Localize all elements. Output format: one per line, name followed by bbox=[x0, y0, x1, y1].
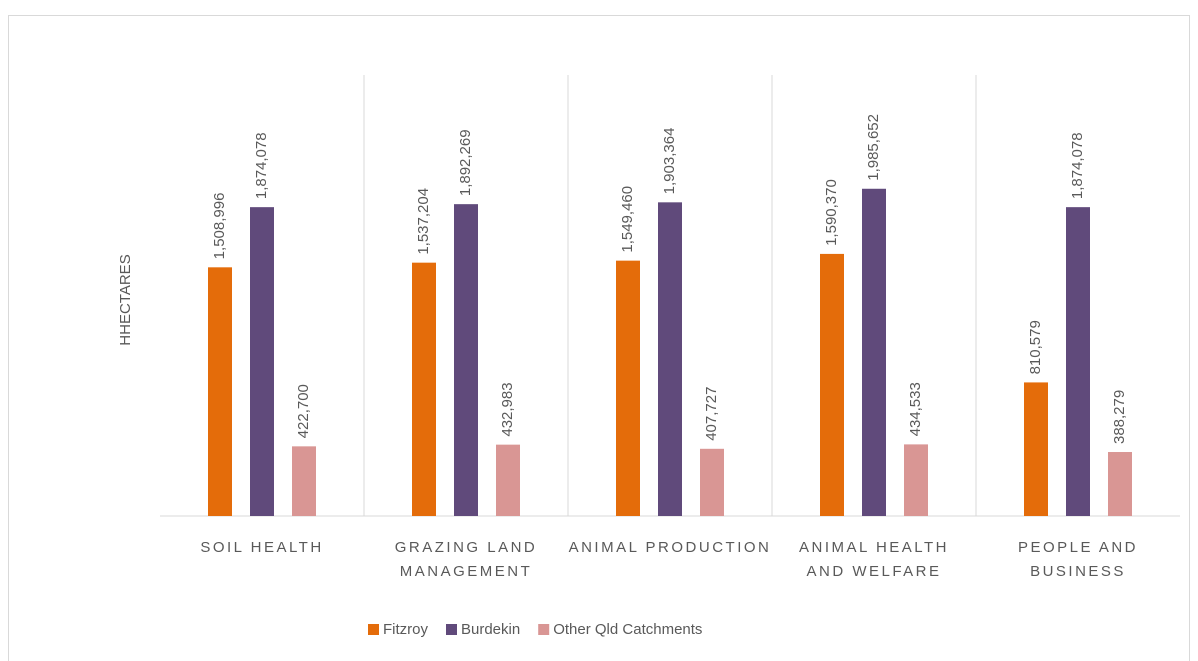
bar bbox=[250, 207, 274, 516]
data-label: 1,903,364 bbox=[661, 128, 678, 195]
bar bbox=[454, 204, 478, 517]
legend-swatch bbox=[446, 624, 457, 635]
bar bbox=[1024, 382, 1048, 516]
legend-swatch bbox=[368, 624, 379, 635]
x-tick-label: GRAZING LAND MANAGEMENT bbox=[395, 539, 538, 580]
chart-frame bbox=[8, 15, 1190, 661]
legend-label: Burdekin bbox=[461, 621, 520, 638]
data-label: 810,579 bbox=[1027, 320, 1044, 374]
bar bbox=[904, 444, 928, 516]
x-tick-label: PEOPLE AND BUSINESS bbox=[1018, 539, 1138, 580]
data-label: 1,874,078 bbox=[253, 132, 270, 199]
legend-swatch bbox=[538, 624, 550, 635]
bar bbox=[496, 444, 520, 516]
y-axis-label: HHECTARES bbox=[117, 254, 134, 345]
bar bbox=[292, 446, 316, 516]
data-label: 1,537,204 bbox=[415, 188, 432, 255]
bar bbox=[412, 262, 436, 516]
bar bbox=[1066, 207, 1090, 516]
data-label: 1,874,078 bbox=[1069, 132, 1086, 199]
data-label: 1,985,652 bbox=[865, 114, 882, 181]
x-tick-label: ANIMAL PRODUCTION bbox=[569, 539, 772, 556]
bar bbox=[616, 260, 640, 516]
bar bbox=[1108, 452, 1132, 516]
bar bbox=[700, 448, 724, 516]
data-label: 434,533 bbox=[907, 382, 924, 436]
bar bbox=[658, 202, 682, 516]
x-tick-label: SOIL HEALTH bbox=[200, 539, 323, 556]
data-label: 1,549,460 bbox=[619, 186, 636, 253]
x-tick-label: ANIMAL HEALTH AND WELFARE bbox=[799, 539, 949, 580]
data-label: 1,892,269 bbox=[457, 129, 474, 196]
data-label: 407,727 bbox=[703, 387, 720, 441]
data-label: 388,279 bbox=[1111, 390, 1128, 444]
data-label: 432,983 bbox=[499, 382, 516, 436]
legend-label: Other Qld Catchments bbox=[553, 621, 702, 638]
legend-label: Fitzroy bbox=[383, 621, 429, 638]
data-label: 1,590,370 bbox=[823, 179, 840, 246]
bar bbox=[208, 267, 232, 516]
bar bbox=[820, 253, 844, 516]
bar bbox=[862, 188, 886, 516]
data-label: 422,700 bbox=[295, 384, 312, 438]
data-label: 1,508,996 bbox=[211, 193, 228, 260]
